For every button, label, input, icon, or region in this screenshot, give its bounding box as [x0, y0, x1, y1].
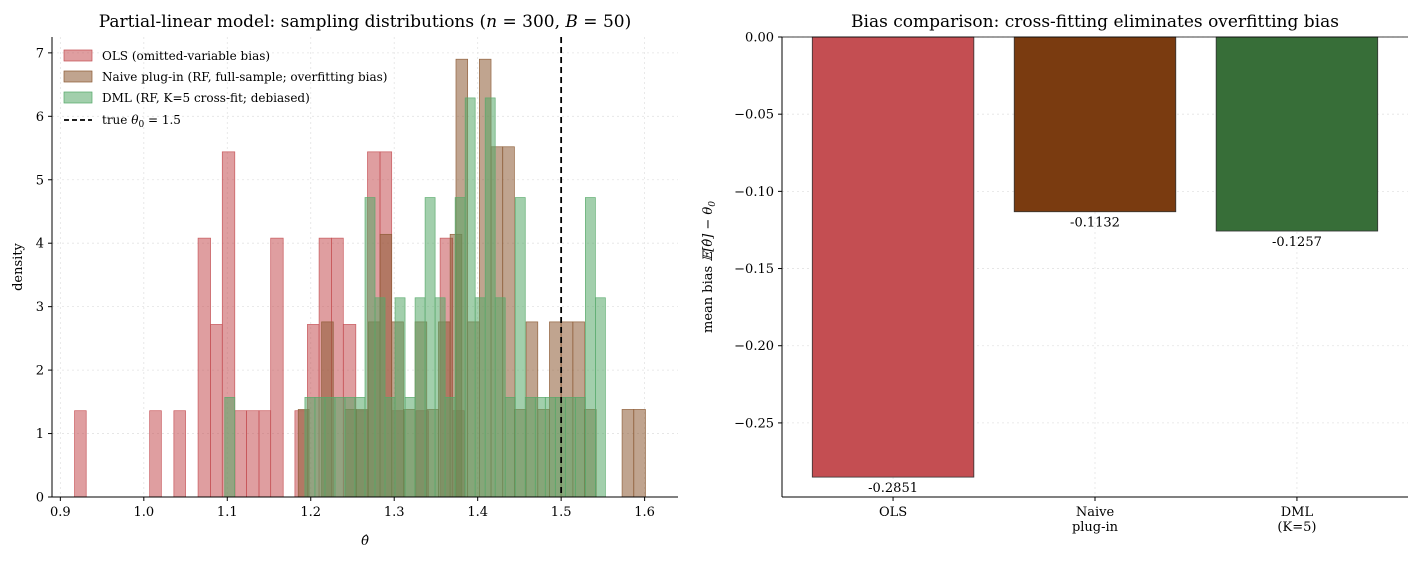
histogram-bar	[544, 397, 556, 498]
histogram-bar	[444, 397, 456, 498]
bias-bar	[1013, 36, 1177, 213]
histogram-y-tick-label: 5	[36, 173, 44, 188]
histogram-bar	[484, 97, 496, 498]
legend-swatch-dml	[63, 91, 93, 104]
histogram-bar	[246, 410, 260, 498]
histogram-series-2	[224, 97, 606, 498]
histogram-bar	[574, 397, 586, 498]
histogram-bar	[534, 397, 546, 498]
legend-label-dml: DML (RF, K=5 cross-fit; debiased)	[102, 91, 310, 105]
legend-label-naive: Naive plug-in (RF, full-sample; overfitt…	[102, 70, 388, 84]
histogram-bar	[595, 297, 606, 498]
histogram-x-tick-label: 1.6	[634, 505, 655, 520]
histogram-bar	[404, 397, 416, 498]
histogram-bar	[434, 297, 446, 498]
histogram-bar	[474, 297, 486, 498]
histogram-bars	[74, 58, 646, 498]
histogram-panel: 0.9 1.0 1.1 1.2 1.3 1.4 1.5 1.6 0 1 2 3 4 5 6 7 Partia…	[11, 12, 678, 549]
legend-label-ols: OLS (omitted-variable bias)	[102, 49, 270, 63]
histogram-y-tick-label: 1	[36, 427, 44, 442]
bias-bar-value-label: -0.1132	[1070, 216, 1120, 231]
histogram-bar	[494, 297, 506, 498]
histogram-bar	[334, 397, 346, 498]
bar-x-tick-label: DML	[1281, 505, 1314, 520]
histogram-bar	[210, 324, 223, 498]
histogram-bar	[173, 410, 186, 498]
bar-y-tick-label: −0.25	[734, 416, 774, 431]
histogram-x-tick-label: 1.4	[467, 505, 488, 520]
histogram-x-tick-label: 1.1	[217, 505, 238, 520]
bar-x-tick-label: Naive	[1076, 505, 1115, 520]
bar-y-tick-label: −0.05	[734, 108, 774, 123]
histogram-bar	[621, 409, 635, 498]
histogram-y-label: density	[11, 242, 26, 290]
histogram-bar	[414, 297, 426, 498]
bar-y-ticks: 0.00 −0.05 −0.10 −0.15 −0.20 −0.25	[734, 31, 782, 431]
bar-y-label: mean bias 𝔼[θ̂] − θ0	[701, 201, 718, 333]
histogram-bar	[633, 409, 646, 498]
histogram-y-tick-label: 0	[36, 491, 44, 506]
legend-label-true-theta: true θ0 = 1.5	[102, 113, 181, 130]
histogram-bar	[585, 197, 596, 498]
bar-title: Bias comparison: cross-fitting eliminate…	[851, 12, 1339, 32]
bar-x-tick-label: OLS	[879, 505, 907, 520]
histogram-legend: OLS (omitted-variable bias) Naive plug-i…	[63, 49, 388, 130]
histogram-y-tick-label: 7	[36, 46, 44, 61]
histogram-x-tick-label: 1.3	[384, 505, 405, 520]
bar-y-tick-label: −0.15	[734, 262, 774, 277]
histogram-x-label: θ̂	[361, 534, 369, 549]
bar-x-tick-label: plug-in	[1072, 520, 1119, 535]
histogram-y-tick-label: 2	[36, 364, 44, 379]
histogram-x-tick-label: 1.0	[133, 505, 154, 520]
bar-value-labels: -0.2851 -0.1132 -0.1257	[868, 216, 1322, 496]
histogram-title: Partial-linear model: sampling distribut…	[99, 12, 631, 32]
histogram-bar	[394, 297, 406, 498]
histogram-bar	[464, 97, 476, 498]
histogram-bar	[304, 397, 316, 498]
histogram-bar	[374, 297, 386, 498]
bias-bar-value-label: -0.1257	[1272, 235, 1322, 250]
histogram-bar	[234, 410, 247, 498]
bias-bar	[1215, 36, 1379, 232]
bar-y-tick-label: −0.20	[734, 339, 774, 354]
histogram-bar	[324, 397, 336, 498]
histogram-bar	[354, 397, 366, 498]
bar-x-tick-label: (K=5)	[1277, 520, 1316, 535]
bar-y-tick-label: −0.10	[734, 185, 774, 200]
histogram-bar	[270, 237, 284, 498]
histogram-bar	[564, 397, 576, 498]
histogram-bar	[258, 410, 272, 498]
bias-bar-value-label: -0.2851	[868, 481, 918, 496]
histogram-bar	[344, 397, 356, 498]
histogram-bar	[384, 397, 396, 498]
histogram-bar	[424, 197, 436, 498]
histogram-bar	[224, 397, 236, 498]
histogram-bar	[314, 397, 326, 498]
legend-swatch-naive	[63, 70, 93, 83]
histogram-bar	[514, 197, 526, 498]
histogram-bar	[197, 237, 211, 498]
histogram-x-tick-label: 0.9	[50, 505, 71, 520]
histogram-x-tick-label: 1.2	[300, 505, 321, 520]
histogram-x-tick-label: 1.5	[551, 505, 572, 520]
bias-bar-panel: 0.00 −0.05 −0.10 −0.15 −0.20 −0.25 OLS Naivepl…	[701, 12, 1408, 535]
histogram-bar	[364, 197, 376, 498]
bias-bars	[782, 36, 1408, 478]
histogram-bar	[149, 410, 162, 498]
histogram-y-ticks: 0 1 2 3 4 5 6 7	[36, 46, 52, 506]
bar-y-tick-label: 0.00	[745, 31, 774, 46]
histogram-bar	[74, 410, 87, 498]
histogram-y-tick-label: 6	[36, 110, 44, 125]
histogram-bar	[454, 197, 466, 498]
histogram-bar	[524, 397, 536, 498]
legend-swatch-ols	[63, 49, 93, 62]
histogram-y-tick-label: 3	[36, 300, 44, 315]
histogram-y-tick-label: 4	[36, 237, 44, 252]
histogram-x-ticks: 0.9 1.0 1.1 1.2 1.3 1.4 1.5 1.6	[50, 497, 655, 520]
bias-bar	[811, 36, 975, 478]
histogram-bar	[504, 397, 516, 498]
